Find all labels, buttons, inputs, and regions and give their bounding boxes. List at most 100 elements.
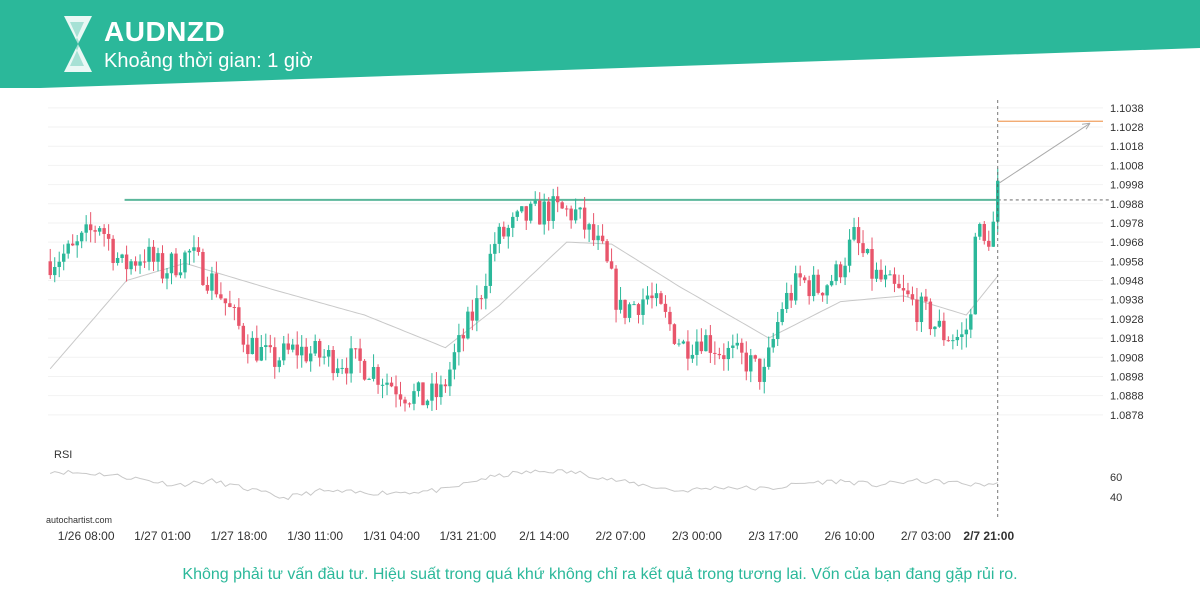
candle bbox=[264, 333, 268, 361]
candle bbox=[663, 295, 668, 318]
candle bbox=[183, 250, 187, 279]
time-tick-label: 2/1 14:00 bbox=[519, 529, 569, 543]
time-tick-label: 1/30 11:00 bbox=[287, 529, 343, 543]
candle bbox=[699, 328, 704, 354]
candle bbox=[690, 344, 695, 363]
candle bbox=[578, 206, 582, 219]
candle bbox=[650, 282, 654, 309]
candle bbox=[623, 299, 627, 325]
candle bbox=[749, 348, 753, 383]
candle bbox=[232, 304, 237, 321]
arrow-head bbox=[1081, 122, 1091, 130]
candle bbox=[955, 329, 960, 346]
candle bbox=[591, 213, 596, 246]
candle bbox=[865, 248, 870, 255]
candle bbox=[147, 238, 151, 271]
candle bbox=[520, 206, 524, 214]
header-banner: AUDNZD Khoảng thời gian: 1 giờ bbox=[0, 0, 1200, 88]
price-tick-label: 1.0898 bbox=[1110, 371, 1144, 383]
candle bbox=[326, 345, 331, 367]
candle bbox=[906, 282, 910, 298]
candle bbox=[600, 224, 605, 244]
time-tick-label: 2/3 17:00 bbox=[748, 529, 798, 543]
candle bbox=[349, 336, 353, 383]
candle bbox=[308, 346, 313, 372]
price-chart: 1.1038 1.1028 1.1018 1.1008 1.0998 1.0988 1.09… bbox=[48, 100, 1144, 543]
candle bbox=[924, 288, 928, 310]
candle bbox=[668, 306, 672, 331]
candle bbox=[129, 259, 133, 275]
candle bbox=[524, 205, 528, 230]
candle bbox=[964, 318, 969, 348]
candle bbox=[722, 343, 726, 371]
rsi-panel: RSI 60 40 bbox=[50, 449, 1122, 504]
candle bbox=[515, 209, 519, 222]
time-tick-label: 2/6 10:00 bbox=[825, 529, 875, 543]
price-tick-label: 1.0978 bbox=[1110, 218, 1144, 230]
candle bbox=[340, 359, 344, 375]
candle bbox=[987, 230, 991, 251]
candle bbox=[973, 232, 978, 315]
time-tick-label: 2/7 21:00 bbox=[963, 529, 1014, 543]
candle bbox=[115, 252, 120, 266]
time-tick-label: 2/2 07:00 bbox=[596, 529, 646, 543]
price-tick-label: 1.0888 bbox=[1110, 391, 1144, 403]
time-tick-label: 1/27 01:00 bbox=[134, 529, 191, 543]
candle bbox=[605, 239, 609, 263]
candle bbox=[434, 372, 439, 411]
candle bbox=[636, 302, 641, 324]
candle bbox=[53, 257, 57, 283]
candle bbox=[475, 285, 479, 332]
candle bbox=[376, 364, 380, 394]
candle bbox=[654, 283, 659, 307]
candle bbox=[753, 354, 757, 362]
candle bbox=[219, 282, 223, 301]
candle bbox=[344, 357, 349, 385]
price-tick-label: 1.0938 bbox=[1110, 295, 1144, 307]
candle bbox=[75, 235, 79, 258]
candle bbox=[443, 379, 448, 393]
candle bbox=[529, 201, 533, 224]
candle bbox=[802, 275, 807, 284]
candle bbox=[982, 221, 986, 245]
candle bbox=[380, 378, 385, 399]
candle bbox=[686, 330, 690, 371]
candle bbox=[165, 267, 169, 290]
candle bbox=[915, 287, 919, 331]
rsi-line bbox=[50, 469, 998, 501]
candle bbox=[564, 205, 569, 217]
candle bbox=[313, 334, 317, 357]
candle bbox=[331, 345, 335, 381]
candle bbox=[951, 334, 955, 350]
candle bbox=[776, 311, 780, 346]
candle bbox=[174, 248, 178, 278]
candle bbox=[120, 253, 124, 263]
candle bbox=[160, 245, 165, 284]
candle bbox=[609, 248, 614, 270]
candle bbox=[470, 299, 475, 331]
candle bbox=[870, 237, 874, 291]
candle bbox=[403, 396, 407, 412]
candle bbox=[102, 224, 106, 247]
candle bbox=[838, 261, 843, 284]
candle bbox=[834, 260, 838, 286]
candle bbox=[627, 302, 632, 323]
candle bbox=[928, 298, 933, 336]
candle bbox=[780, 302, 784, 326]
candle bbox=[919, 292, 924, 333]
candle bbox=[767, 336, 771, 370]
candle bbox=[726, 341, 731, 371]
candle bbox=[641, 288, 645, 325]
candle bbox=[425, 399, 430, 409]
price-tick-label: 1.1028 bbox=[1110, 122, 1144, 134]
candle bbox=[133, 256, 138, 272]
candle bbox=[93, 225, 97, 243]
candle bbox=[569, 205, 573, 229]
candle bbox=[448, 361, 452, 396]
candle bbox=[879, 259, 883, 282]
candle bbox=[335, 358, 340, 377]
candle bbox=[461, 328, 466, 352]
candle bbox=[84, 215, 88, 242]
candle bbox=[991, 211, 995, 247]
candle bbox=[106, 224, 111, 251]
